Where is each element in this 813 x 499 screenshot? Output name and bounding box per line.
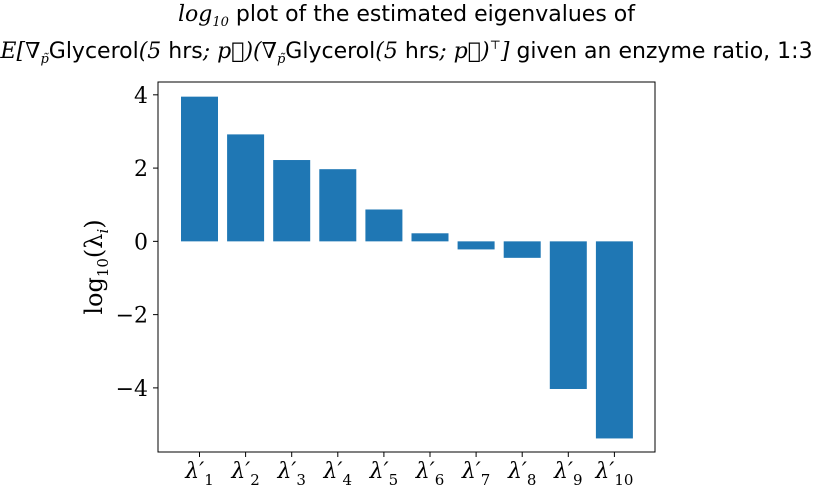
x-tick-label: λ′6	[415, 459, 445, 489]
y-tick-label: −2	[116, 304, 148, 329]
y-tick-label: 0	[134, 230, 148, 255]
bar-10	[595, 241, 633, 439]
chart-title-line-1: log10 plot of the estimated eigenvalues …	[0, 2, 813, 30]
x-tick-label: λ′10	[594, 459, 633, 489]
title-line-2-text: given an enzyme ratio, 1:3	[516, 39, 813, 64]
x-tick-label: λ′2	[230, 459, 260, 489]
plot-frame	[157, 81, 656, 453]
y-tick-label: 4	[134, 84, 148, 109]
y-axis-label: log10(λi)	[80, 219, 112, 314]
chart-title-line-2: E[∇p̃Glycerol(5 hrs; p⃗)(∇p̃Glycerol(5 h…	[0, 38, 813, 67]
title-expectation-expression: E[∇p̃Glycerol(5 hrs; p⃗)(∇p̃Glycerol(5 h…	[0, 38, 510, 67]
x-tick-label: λ′5	[369, 459, 399, 489]
y-tick-label: −4	[116, 377, 148, 402]
bars-group	[181, 96, 633, 439]
x-tick-label: λ′1	[184, 459, 214, 489]
bar-3	[273, 160, 311, 242]
bar-8	[503, 241, 541, 258]
bar-7	[457, 241, 495, 250]
y-tick-label: 2	[134, 157, 148, 182]
y-axis-ticks: 4 2 0 −2 −4	[116, 84, 158, 402]
bar-9	[549, 241, 587, 389]
title-log-term: log10	[178, 2, 229, 30]
x-tick-label: λ′7	[461, 459, 491, 489]
bar-6	[411, 233, 449, 242]
x-tick-label: λ′8	[507, 459, 537, 489]
bar-4	[319, 169, 357, 242]
x-tick-label: λ′4	[323, 459, 353, 489]
x-axis-ticks: λ′1 λ′2 λ′3 λ′4 λ′5 λ′6 λ′7 λ′8 λ′9 λ′10	[184, 452, 633, 489]
bar-1	[181, 96, 218, 242]
x-tick-label: λ′9	[553, 459, 583, 489]
bar-2	[227, 134, 265, 242]
x-tick-label: λ′3	[276, 459, 306, 489]
bar-5	[365, 209, 403, 242]
title-line-1-text: plot of the estimated eigenvalues of	[235, 2, 635, 27]
